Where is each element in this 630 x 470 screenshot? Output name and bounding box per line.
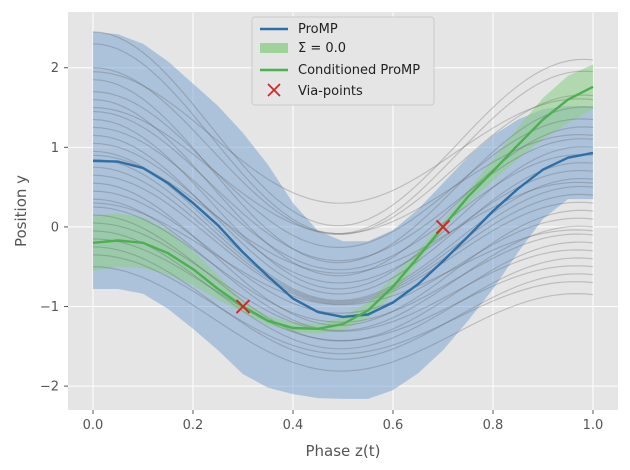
x-tick-label: 0.4 [283,418,304,433]
x-tick-label: 0.6 [383,418,404,433]
y-tick-label: −2 [40,380,59,395]
legend-label-promp: ProMP [298,22,338,37]
sample-trajectory [92,134,594,295]
legend-box [251,16,435,106]
sample-trajectory [92,198,594,332]
legend-label-via-points: Via-points [298,84,363,99]
sample-trajectory [92,142,594,284]
sample-trajectory [92,150,594,302]
legend-label-sigma: Σ = 0.0 [298,41,346,56]
sample-trajectory [92,71,594,204]
sample-trajectory [92,158,594,303]
sample-trajectory [92,126,594,271]
x-tick-label: 0.2 [183,418,204,433]
sample-trajectory [92,67,594,235]
sample-trajectory [92,190,594,314]
x-tick-label: 0.8 [483,418,504,433]
legend: ProMP Σ = 0.0 Conditioned ProMP Via-poin… [251,16,435,106]
sample-trajectories [92,31,594,372]
x-axis-label: Phase z(t) [305,442,380,460]
promp-mean-line [92,151,594,319]
y-tick-label: −1 [40,300,59,315]
sample-trajectory [92,266,594,372]
sample-trajectory [92,154,594,274]
sample-trajectory [92,202,594,306]
y-tick-label: 2 [51,61,59,76]
conditioned-promp-line [92,85,594,330]
sample-trajectory [92,118,594,290]
tick-labels: 0.0 0.2 0.4 0.6 0.8 1.0 −2 −1 0 1 2 [40,61,604,433]
sample-trajectory [92,230,594,350]
y-tick-label: 0 [51,220,59,235]
y-axis-label: Position y [12,175,30,247]
confidence-bands [93,31,593,399]
legend-swatch-via-points [267,83,281,97]
promp-confidence-band [93,31,593,399]
via-point-marker [235,299,251,314]
legend-label-conditioned: Conditioned ProMP [298,63,420,78]
sample-trajectory [92,91,594,248]
sample-trajectory [92,214,594,342]
y-tick-label: 1 [51,141,59,156]
sample-trajectory [92,246,594,360]
sample-trajectory [92,43,594,235]
via-point-marker [435,219,451,235]
sample-trajectory [92,174,594,305]
sample-trajectory [92,79,594,264]
sample-trajectory [92,222,594,333]
sample-trajectory [92,254,594,355]
x-tick-label: 1.0 [583,418,604,433]
sample-trajectory [92,238,594,342]
sample-trajectory [92,31,594,227]
mean-lines [92,85,594,330]
x-tick-label: 0.0 [83,418,104,433]
sample-trajectory [92,166,594,304]
legend-swatch-sigma [260,43,288,53]
sample-trajectory [92,206,594,323]
via-point-markers [235,219,451,314]
sample-trajectory [92,182,594,326]
sample-trajectory [92,110,594,262]
sample-trajectory [92,99,594,277]
